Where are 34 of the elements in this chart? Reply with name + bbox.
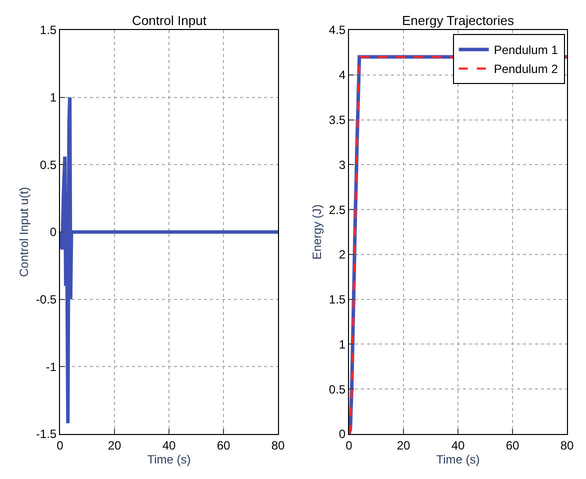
y-tick-label: 2.5 [328, 202, 346, 217]
x-tick-label: 60 [216, 438, 231, 452]
y-tick-label: 0.5 [40, 158, 57, 172]
y-tick-label: 1 [338, 337, 346, 352]
y-tick-label: 2 [338, 248, 346, 262]
x-tick-label: 80 [560, 438, 574, 452]
y-tick-label: -1 [46, 360, 57, 374]
line-series [60, 96, 278, 425]
x-tick-label: 20 [396, 438, 410, 452]
y-tick-label: 1.5 [328, 292, 346, 307]
legend-label: Pendulum 2 [494, 62, 558, 76]
y-tick-label: 4.5 [328, 23, 346, 38]
x-tick-label: 40 [451, 438, 465, 452]
y-tick-label: -0.5 [36, 292, 57, 307]
y-tick-label: 0 [50, 225, 57, 240]
y-tick-label: 1.5 [40, 23, 57, 38]
x-axis-title: Time (s) [436, 452, 480, 466]
x-tick-label: 20 [108, 438, 122, 452]
x-axis-title: Time (s) [147, 452, 191, 466]
y-tick-label: 0 [338, 427, 346, 442]
y-tick-label: 3 [338, 158, 346, 172]
y-axis-title: Energy (J) [310, 204, 324, 260]
x-tick-label: 40 [162, 438, 176, 452]
y-tick-label: 4 [338, 68, 346, 82]
chart-title: Control Input [132, 13, 207, 28]
legend-label: Pendulum 1 [494, 43, 558, 58]
y-axis-title: Control Input u(t) [17, 186, 32, 278]
chart-title: Energy Trajectories [402, 13, 514, 28]
y-tick-label: -1.5 [36, 427, 57, 442]
x-tick-label: 60 [506, 438, 520, 452]
x-tick-label: 80 [271, 438, 286, 452]
y-tick-label: 1 [50, 90, 57, 105]
y-tick-label: 0.5 [328, 382, 346, 396]
y-tick-label: 3.5 [328, 112, 346, 127]
